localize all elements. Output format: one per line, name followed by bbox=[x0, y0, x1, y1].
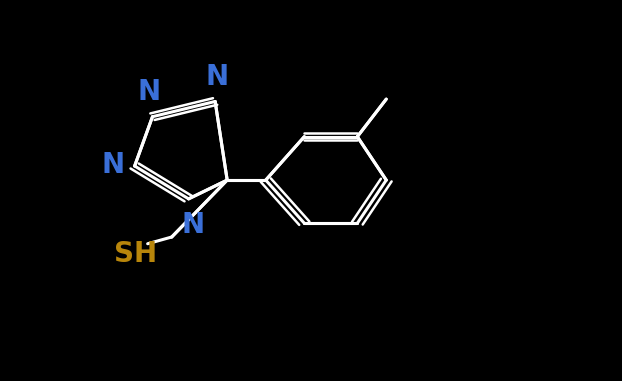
Text: N: N bbox=[101, 150, 124, 179]
Text: N: N bbox=[206, 63, 229, 91]
Text: N: N bbox=[182, 211, 205, 239]
Text: SH: SH bbox=[114, 240, 157, 268]
Text: N: N bbox=[137, 78, 160, 106]
